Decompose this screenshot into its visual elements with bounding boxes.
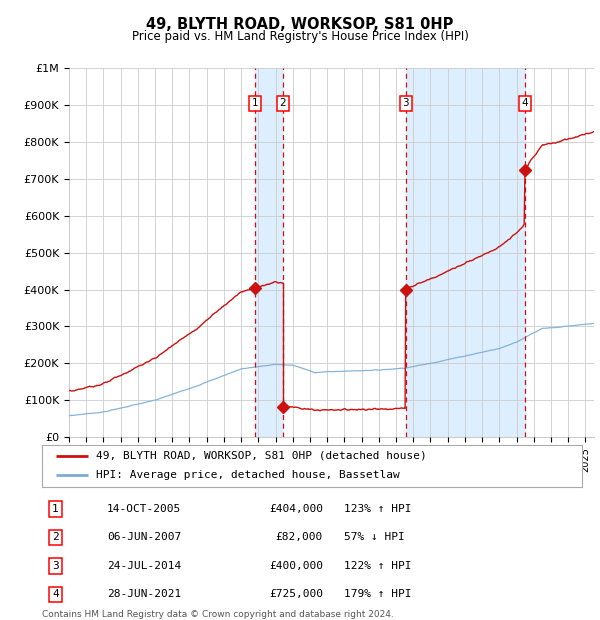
Text: 49, BLYTH ROAD, WORKSOP, S81 0HP: 49, BLYTH ROAD, WORKSOP, S81 0HP (146, 17, 454, 32)
Text: 1: 1 (52, 504, 59, 514)
Text: 179% ↑ HPI: 179% ↑ HPI (344, 590, 412, 600)
Text: 4: 4 (52, 590, 59, 600)
Text: HPI: Average price, detached house, Bassetlaw: HPI: Average price, detached house, Bass… (96, 471, 400, 480)
Text: 2: 2 (280, 98, 286, 108)
Text: 57% ↓ HPI: 57% ↓ HPI (344, 533, 405, 542)
Text: 14-OCT-2005: 14-OCT-2005 (107, 504, 181, 514)
Text: £725,000: £725,000 (269, 590, 323, 600)
Text: 28-JUN-2021: 28-JUN-2021 (107, 590, 181, 600)
Text: 4: 4 (521, 98, 528, 108)
Text: 3: 3 (52, 561, 59, 571)
Text: Contains HM Land Registry data © Crown copyright and database right 2024.: Contains HM Land Registry data © Crown c… (42, 610, 394, 619)
Text: 1: 1 (251, 98, 258, 108)
Text: 123% ↑ HPI: 123% ↑ HPI (344, 504, 412, 514)
Text: £404,000: £404,000 (269, 504, 323, 514)
Text: 06-JUN-2007: 06-JUN-2007 (107, 533, 181, 542)
Bar (255, 68, 283, 437)
Bar (406, 68, 525, 437)
Text: £400,000: £400,000 (269, 561, 323, 571)
Text: £82,000: £82,000 (275, 533, 323, 542)
Text: 2: 2 (52, 533, 59, 542)
Text: 24-JUL-2014: 24-JUL-2014 (107, 561, 181, 571)
Text: Price paid vs. HM Land Registry's House Price Index (HPI): Price paid vs. HM Land Registry's House … (131, 30, 469, 43)
Text: 3: 3 (403, 98, 409, 108)
Text: 122% ↑ HPI: 122% ↑ HPI (344, 561, 412, 571)
Text: 49, BLYTH ROAD, WORKSOP, S81 0HP (detached house): 49, BLYTH ROAD, WORKSOP, S81 0HP (detach… (96, 451, 427, 461)
